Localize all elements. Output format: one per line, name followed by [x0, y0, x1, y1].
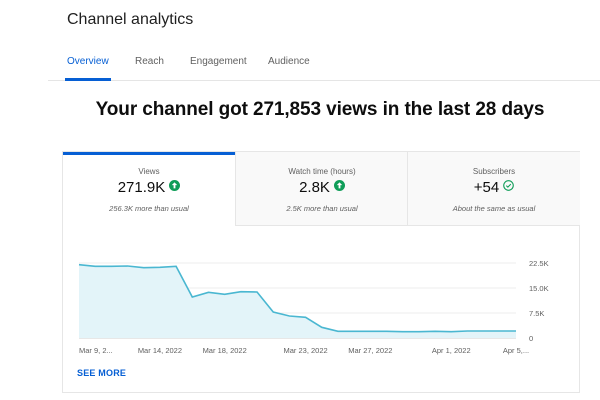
metric-value: 2.8K [236, 179, 408, 197]
tab-reach[interactable]: Reach [135, 56, 164, 67]
tab-bar: Overview Reach Engagement Audience [48, 54, 600, 81]
metric-comparison: 2.5K more than usual [286, 204, 358, 213]
analytics-card: Views 271.9K 256.3K more than usual Watc… [62, 151, 580, 393]
tab-audience[interactable]: Audience [268, 56, 310, 67]
y-tick-label: 0 [529, 334, 533, 343]
views-headline: Your channel got 271,853 views in the la… [95, 99, 545, 120]
metric-subscribers[interactable]: Subscribers +54 About the same as usual [407, 152, 580, 226]
x-tick-label: Mar 14, 2022 [138, 346, 182, 355]
tab-engagement[interactable]: Engagement [190, 56, 247, 67]
see-more-link[interactable]: SEE MORE [77, 368, 127, 378]
metric-value: 271.9K [63, 179, 235, 197]
metric-views[interactable]: Views 271.9K 256.3K more than usual [63, 152, 235, 226]
x-tick-label: Mar 9, 2... [79, 346, 113, 355]
x-tick-label: Mar 27, 2022 [348, 346, 392, 355]
metric-value-text: +54 [473, 179, 500, 196]
arrow-up-circle-icon [169, 178, 181, 195]
metric-value-text: 271.9K [117, 179, 166, 196]
metric-comparison: 256.3K more than usual [109, 204, 189, 213]
check-circle-icon [503, 178, 515, 195]
arrow-up-circle-icon [333, 178, 345, 195]
metric-comparison: About the same as usual [452, 204, 536, 213]
metric-label: Watch time (hours) [288, 167, 356, 176]
x-tick-label: Mar 18, 2022 [203, 346, 247, 355]
metric-watch-time[interactable]: Watch time (hours) 2.8K 2.5K more than u… [235, 152, 408, 226]
x-tick-label: Apr 1, 2022 [432, 346, 471, 355]
views-chart: 22.5K 15.0K 7.5K 0 Mar 9, 2... Mar 14, 2022 Ma… [78, 259, 549, 355]
x-tick-label: Mar 23, 2022 [283, 346, 327, 355]
page-title: Channel analytics [67, 11, 194, 28]
y-tick-label: 22.5K [529, 259, 549, 268]
metric-value-text: 2.8K [299, 179, 330, 196]
x-tick-label: Apr 5,... [503, 346, 529, 355]
y-tick-label: 15.0K [529, 284, 549, 293]
metric-value: +54 [408, 179, 580, 197]
metric-label: Views [138, 167, 160, 176]
y-tick-label: 7.5K [529, 309, 544, 318]
metric-label: Subscribers [472, 167, 516, 176]
series-line [78, 263, 516, 333]
tab-overview[interactable]: Overview [65, 57, 111, 81]
series-area [79, 264, 516, 338]
